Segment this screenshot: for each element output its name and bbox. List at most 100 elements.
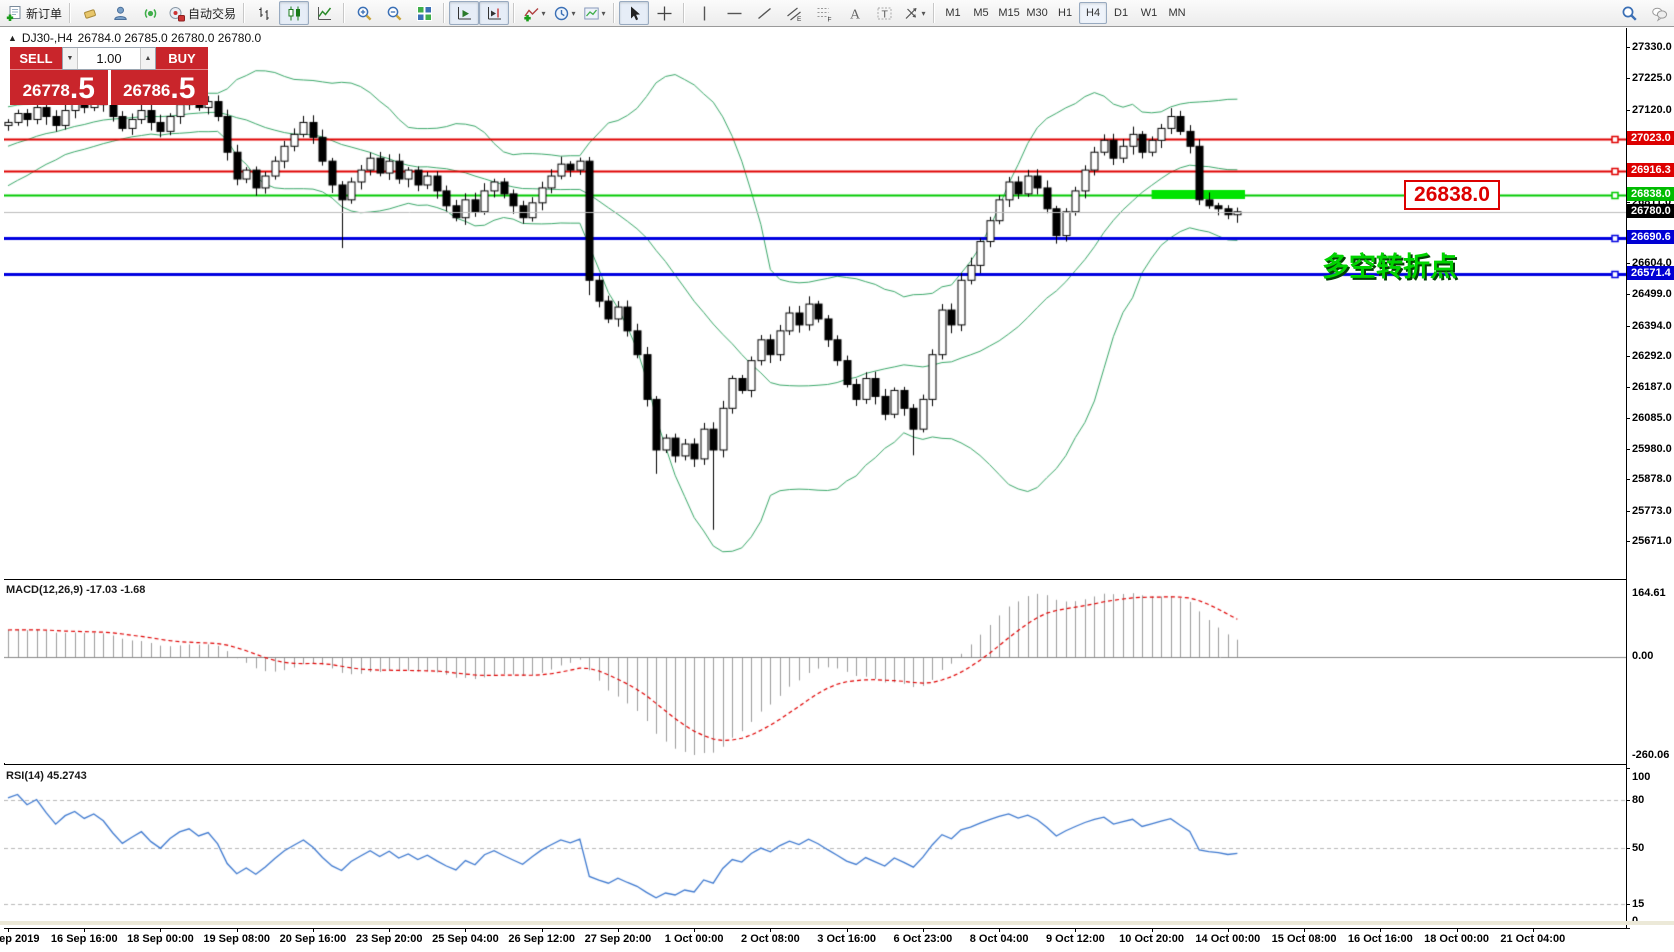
timeframe-w1-button[interactable]: W1 (1140, 7, 1158, 19)
time-axis-label: 10 Oct 20:00 (1119, 933, 1185, 945)
chart-ohlc-quotes: 26784.0 26785.0 26780.0 26780.0 (77, 31, 262, 45)
volume-increase-button[interactable]: ▲ (140, 48, 155, 69)
text-button[interactable]: A (839, 1, 869, 25)
price-tick-label: 25773.0 (1632, 504, 1672, 517)
dropdown-arrow-icon[interactable]: ▾ (921, 8, 926, 18)
text-label-button[interactable]: T (869, 1, 899, 25)
time-axis-label: 8 Oct 04:00 (969, 933, 1029, 945)
svg-text:A: A (850, 7, 861, 22)
chart-shift-button[interactable] (479, 1, 510, 25)
time-axis-label: 6 Oct 23:00 (893, 933, 953, 945)
time-tick-mark (389, 928, 391, 932)
timeframe-h4-button[interactable]: H4 (1079, 2, 1108, 24)
turning-point-label[interactable]: 多空转折点 (1322, 252, 1457, 282)
price-line-tag: 26916.3 (1627, 163, 1674, 178)
trendline-button[interactable] (749, 1, 779, 25)
time-tick-mark (1380, 928, 1382, 932)
time-axis-label: 20 Sep 16:00 (279, 933, 347, 945)
price-tick-mark (1626, 47, 1630, 48)
line-chart-button[interactable] (309, 1, 339, 25)
price-level-annotation[interactable]: 26838.0 (1404, 180, 1500, 210)
buy-price[interactable]: 26786.5 (110, 70, 208, 105)
fibonacci-button[interactable]: F (809, 1, 839, 25)
horizontal-line-button[interactable] (719, 1, 749, 25)
eraser-tool-button[interactable] (75, 1, 105, 25)
price-tick-mark (1626, 541, 1630, 542)
time-tick-mark (84, 928, 86, 932)
templates-button[interactable]: ▾ (579, 1, 609, 25)
volume-decrease-button[interactable]: ▼ (63, 48, 78, 69)
time-tick-mark (770, 928, 772, 932)
search-button[interactable] (1614, 1, 1644, 25)
time-axis-label: 18 Oct 00:00 (1424, 933, 1489, 945)
new-order-button[interactable]: 新订单 (3, 1, 65, 25)
time-tick-mark (999, 928, 1001, 932)
dropdown-arrow-icon[interactable]: ▾ (571, 8, 576, 18)
time-axis-label: 16 Oct 16:00 (1347, 933, 1413, 945)
rsi-pane-canvas[interactable] (4, 768, 1626, 928)
price-tick-label: 26187.0 (1632, 381, 1672, 394)
rsi-axis-label: 80 (1632, 794, 1645, 806)
time-tick-mark (922, 928, 924, 932)
dropdown-arrow-icon[interactable]: ▾ (601, 8, 606, 18)
macd-pane-canvas[interactable] (4, 583, 1626, 763)
macd-axis-label: 0.00 (1632, 650, 1654, 662)
rsi-axis-label: 50 (1632, 842, 1645, 854)
price-tick-label: 26394.0 (1632, 319, 1672, 332)
timeframe-m15-button[interactable]: M15 (998, 7, 1020, 19)
price-tick-label: 26292.0 (1632, 350, 1672, 363)
shapes-button[interactable]: ▾ (899, 1, 929, 25)
price-chart-canvas[interactable] (4, 28, 1626, 579)
timeframe-h1-button[interactable]: H1 (1058, 7, 1073, 19)
toolbar-separator (243, 3, 246, 23)
toolbar-separator (343, 3, 346, 23)
time-axis-label: 2 Oct 08:00 (741, 933, 800, 945)
sell-price[interactable]: 26778.5 (10, 70, 108, 105)
time-tick-mark (1532, 928, 1534, 932)
vertical-line-button[interactable] (689, 1, 719, 25)
sell-button[interactable]: SELL (10, 47, 62, 70)
price-tick-mark (1626, 356, 1630, 358)
buy-button[interactable]: BUY (156, 47, 208, 70)
signals-button[interactable] (135, 1, 165, 25)
periods-button[interactable]: ▾ (549, 1, 579, 25)
equidistant-channel-button[interactable]: E (779, 1, 809, 25)
zoom-out-button[interactable] (379, 1, 409, 25)
timeframe-m5-button[interactable]: M5 (973, 7, 989, 19)
price-tick-mark (1626, 294, 1630, 296)
macd-indicator-label: MACD(12,26,9) -17.03 -1.68 (6, 584, 146, 596)
price-tick-label: 25878.0 (1632, 473, 1672, 486)
toolbar-separator (513, 3, 516, 23)
time-axis-label: 1 Oct 00:00 (664, 933, 724, 945)
timeframe-m1-button[interactable]: M1 (945, 7, 961, 19)
history-center-button[interactable] (105, 1, 135, 25)
tile-windows-button[interactable] (409, 1, 439, 25)
timeframe-m30-button[interactable]: M30 (1026, 7, 1048, 19)
indicators-button[interactable]: ▾ (519, 1, 549, 25)
auto-scroll-button[interactable] (449, 1, 480, 25)
time-tick-mark (694, 928, 696, 932)
cursor-button[interactable] (619, 1, 650, 25)
time-tick-mark (312, 928, 314, 932)
rsi-tick-mark (1626, 768, 1630, 769)
dropdown-arrow-icon[interactable]: ▾ (541, 8, 546, 18)
one-click-collapse-icon[interactable]: ▲ (8, 33, 17, 43)
price-tick-label: 26499.0 (1632, 288, 1672, 301)
bar-chart-button[interactable] (249, 1, 279, 25)
time-tick-mark (1456, 928, 1458, 932)
time-axis-label: 26 Sep 12:00 (508, 933, 575, 945)
time-axis-label: 16 Sep 16:00 (50, 933, 118, 945)
candlestick-chart-button[interactable] (279, 1, 310, 25)
rsi-tick-mark (1626, 800, 1630, 801)
price-tick-mark (1626, 325, 1630, 327)
timeframe-d1-button[interactable]: D1 (1114, 7, 1129, 19)
auto-trading-button[interactable]: 自动交易 (165, 1, 239, 25)
volume-input[interactable] (78, 48, 140, 69)
timeframe-mn-button[interactable]: MN (1168, 7, 1186, 19)
crosshair-button[interactable] (649, 1, 679, 25)
community-chat-button[interactable] (1644, 1, 1674, 25)
price-tick-mark (1626, 387, 1630, 389)
svg-text:T: T (881, 8, 888, 20)
price-tick-label: 27330.0 (1632, 41, 1672, 53)
zoom-in-button[interactable] (349, 1, 379, 25)
